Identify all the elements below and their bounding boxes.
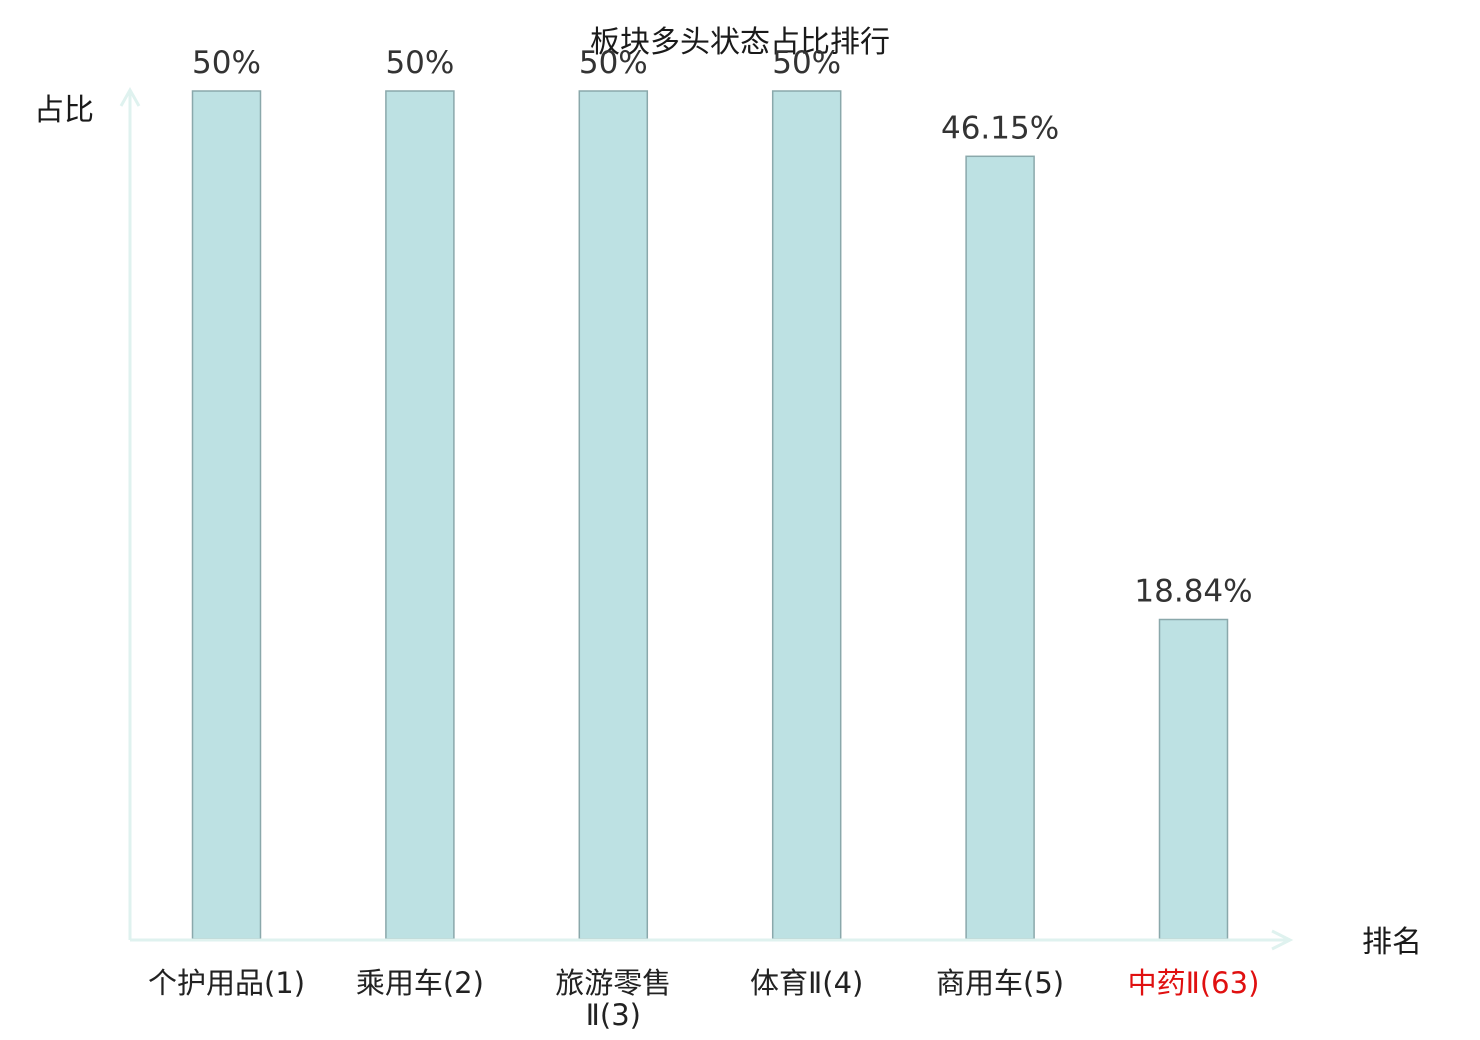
category-label: 商用车(5) [936, 966, 1064, 1000]
bar [578, 90, 649, 940]
bar [965, 155, 1035, 940]
value-label: 50% [192, 45, 261, 81]
category-label: 中药Ⅱ(63) [1128, 966, 1260, 1000]
value-label: 50% [385, 45, 454, 81]
bar [191, 90, 262, 940]
category-label: Ⅱ(3) [586, 998, 641, 1032]
y-axis-label: 占比 [34, 93, 94, 128]
chart-title: 板块多头状态占比排行 [590, 25, 890, 60]
value-label: 18.84% [1134, 574, 1252, 610]
value-label: 50% [772, 45, 841, 81]
bar [1158, 618, 1229, 940]
value-label: 50% [579, 45, 648, 81]
x-axis-label: 排名 [1362, 925, 1422, 960]
x-axis-arrow [1271, 929, 1294, 951]
bar [771, 90, 842, 940]
value-label: 46.15% [941, 110, 1059, 146]
bar [385, 90, 455, 940]
y-axis-arrow [119, 86, 141, 107]
category-label: 个护用品(1) [148, 966, 305, 1000]
category-label: 旅游零售 [555, 966, 671, 1000]
category-label: 体育Ⅱ(4) [750, 966, 863, 1000]
category-label: 乘用车(2) [356, 966, 484, 1000]
